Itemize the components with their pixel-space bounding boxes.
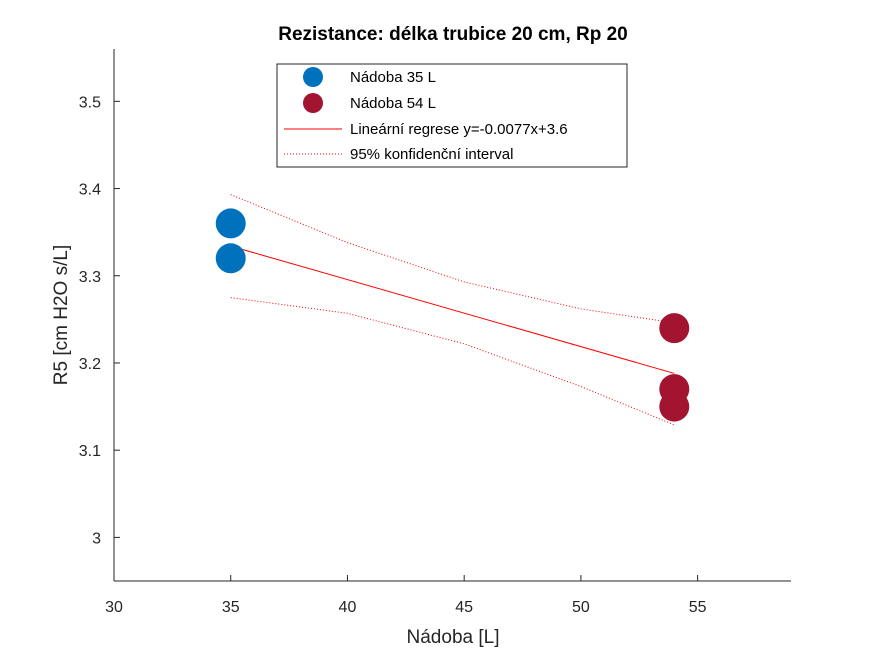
y-tick-label: 3.4 xyxy=(79,182,101,199)
x-tick-label: 50 xyxy=(572,599,590,616)
y-tick-label: 3.1 xyxy=(79,443,101,460)
ci-upper-line xyxy=(230,194,675,324)
regression-line xyxy=(230,245,675,374)
data-points xyxy=(215,208,690,422)
x-tick-label: 45 xyxy=(455,599,473,616)
legend-marker-series-1 xyxy=(303,67,323,87)
legend-box xyxy=(276,63,628,168)
chart-title: Rezistance: délka trubice 20 cm, Rp 20 xyxy=(278,24,628,45)
x-tick-label: 55 xyxy=(689,599,707,616)
confidence-interval-lines xyxy=(230,194,675,426)
x-tick-label: 35 xyxy=(222,599,240,616)
x-tick-label: 30 xyxy=(105,599,123,616)
y-tick-label: 3.3 xyxy=(79,269,101,286)
legend-label-series-2: Nádoba 54 L xyxy=(350,95,436,112)
ci-lower-line xyxy=(230,297,675,426)
data-point-series-1 xyxy=(215,208,246,239)
y-axis-label: R5 [cm H2O s/L] xyxy=(51,245,72,385)
data-point-series-1 xyxy=(215,243,246,274)
legend-label-ci: 95% konfidenční interval xyxy=(350,146,513,163)
legend-marker-series-2 xyxy=(303,93,323,113)
regression-line-group xyxy=(230,245,675,374)
x-axis-label: Nádoba [L] xyxy=(407,627,500,648)
data-point-series-2 xyxy=(659,313,690,344)
x-ticks: 30 35 40 45 50 55 xyxy=(105,575,707,616)
legend-label-series-1: Nádoba 35 L xyxy=(350,69,436,86)
y-tick-label: 3.5 xyxy=(79,94,101,111)
legend-label-regression: Lineární regrese y=-0.0077x+3.6 xyxy=(350,121,568,138)
x-tick-label: 40 xyxy=(339,599,357,616)
y-ticks: 3 3.1 3.2 3.3 3.4 3.5 xyxy=(79,94,120,547)
legend: Nádoba 35 L Nádoba 54 L Lineární regrese… xyxy=(276,63,628,168)
y-tick-label: 3.2 xyxy=(79,356,101,373)
y-tick-label: 3 xyxy=(92,530,101,547)
data-point-series-2 xyxy=(659,391,690,422)
